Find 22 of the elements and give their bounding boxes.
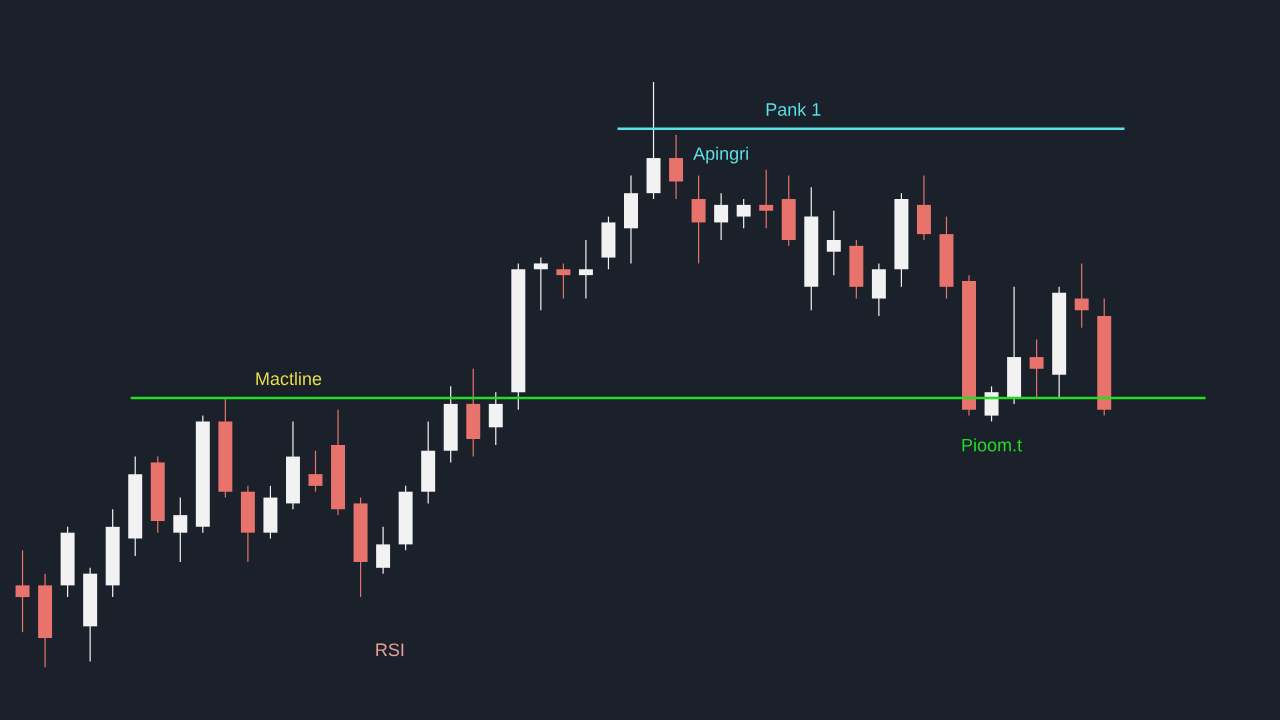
candlestick [308, 450, 323, 493]
candlestick [669, 134, 684, 200]
candlestick [826, 210, 841, 276]
candlestick [759, 169, 774, 229]
ref-line-label: Pank 1 [766, 102, 821, 116]
candlestick [556, 262, 571, 300]
annotation: Apingri [693, 146, 748, 164]
candlestick [714, 192, 729, 241]
candlestick [984, 385, 999, 423]
candlestick [173, 496, 188, 563]
candlestick [736, 198, 751, 229]
candlestick [376, 526, 391, 575]
annotation: RSI [376, 643, 404, 657]
candlestick [1074, 262, 1089, 329]
candlestick [578, 239, 593, 300]
candlestick [1029, 338, 1044, 399]
candlestick [15, 549, 30, 633]
candlestick [488, 391, 503, 446]
candlestick [533, 256, 548, 311]
ref-line-label: Mactline [256, 371, 322, 386]
candlestick [691, 175, 706, 265]
annotation: Pioom.t [962, 438, 1022, 452]
